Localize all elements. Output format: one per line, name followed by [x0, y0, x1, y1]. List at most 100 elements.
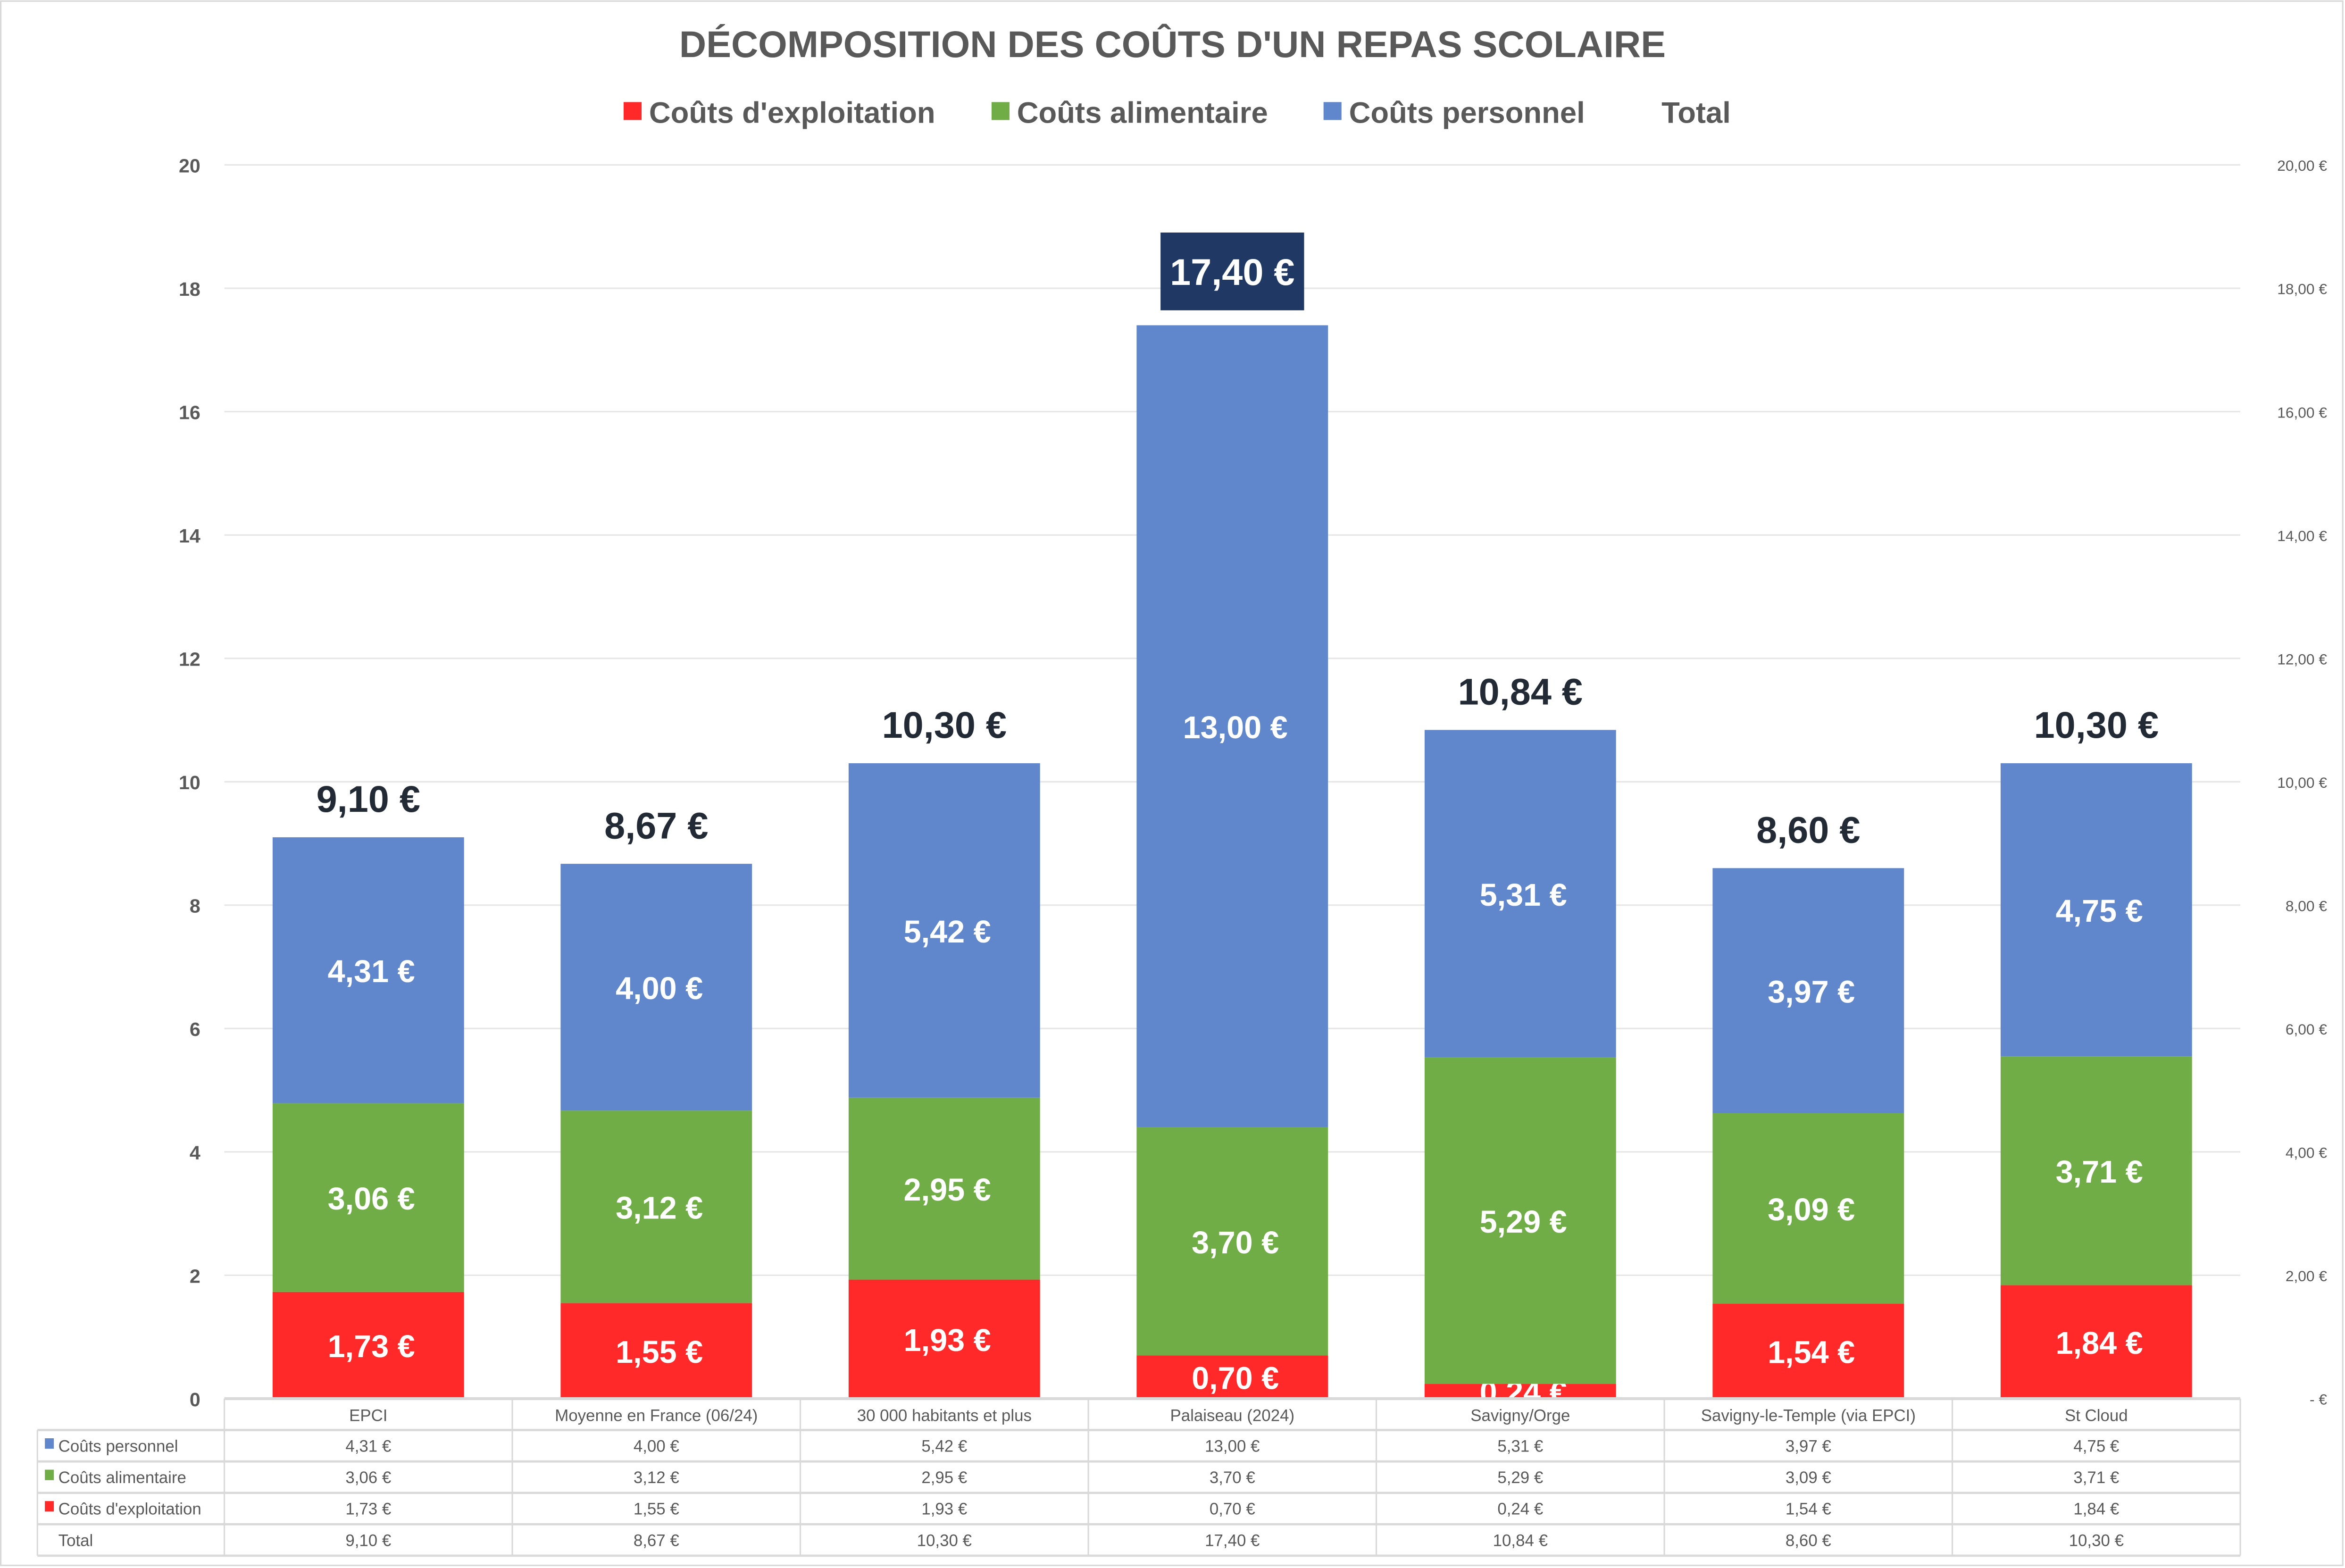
y2-tick-label: 20,00 €	[2277, 157, 2327, 174]
segment-data-label: 1,54 €	[1768, 1335, 1855, 1370]
y-tick-label: 12	[179, 649, 200, 670]
legend-label: Coûts d'exploitation	[649, 97, 935, 130]
total-data-label: 10,30 €	[2034, 704, 2159, 746]
total-data-label: 10,84 €	[1458, 670, 1583, 712]
table-row-header: Total	[58, 1531, 93, 1550]
table-cell: 10,84 €	[1493, 1531, 1548, 1550]
table-cell: 4,00 €	[634, 1437, 679, 1456]
total-label-box	[1160, 232, 1304, 310]
bar-segment	[2000, 1285, 2192, 1399]
legend: Coûts d'exploitation Coûts alimentaire Coû…	[624, 97, 1731, 130]
table-cell: 3,71 €	[2073, 1468, 2119, 1487]
chart-title: DÉCOMPOSITION DES COÛTS D'UN REPAS SCOLA…	[679, 23, 1666, 65]
y-tick-label: 0	[190, 1389, 200, 1410]
y2-tick-label: 6,00 €	[2286, 1021, 2327, 1038]
data-table: EPCI Moyenne en France (06/24) 30 000 habi…	[36, 1397, 2241, 1557]
segment-data-label: 5,29 €	[1480, 1205, 1567, 1240]
segment-data-label: 3,12 €	[616, 1191, 703, 1226]
total-data-label: 8,60 €	[1756, 809, 1860, 851]
table-cell: 1,55 €	[634, 1500, 679, 1518]
y-tick-label: 6	[190, 1018, 200, 1040]
bar-segment	[1136, 1127, 1328, 1356]
table-cell: 1,54 €	[1786, 1500, 1831, 1518]
bar-segment	[560, 1303, 752, 1399]
segment-data-label: 3,71 €	[2056, 1155, 2143, 1190]
table-cell: 17,40 €	[1205, 1531, 1260, 1550]
segment-data-label: 4,31 €	[328, 954, 415, 989]
bar-segment	[1424, 1057, 1616, 1384]
bar-segment	[272, 1292, 464, 1399]
y2-tick-label: 12,00 €	[2277, 651, 2327, 667]
table-cell: 3,06 €	[345, 1468, 391, 1487]
total-data-label: 8,67 €	[604, 804, 708, 846]
table-cell: 3,12 €	[634, 1468, 679, 1487]
table-cell: 10,30 €	[2069, 1531, 2124, 1550]
segment-data-label: 13,00 €	[1183, 710, 1288, 745]
table-cell: 0,24 €	[1497, 1500, 1543, 1518]
x-category-label: 30 000 habitants et plus	[857, 1407, 1032, 1425]
bar-segment	[848, 763, 1040, 1098]
table-cell: 8,60 €	[1786, 1531, 1831, 1550]
bar-segment	[2000, 763, 2192, 1057]
table-legend-key	[45, 1438, 54, 1449]
table-row-header: Coûts alimentaire	[58, 1468, 186, 1487]
legend-swatch	[624, 102, 642, 120]
table-legend-key	[45, 1501, 54, 1512]
table-cell: 1,73 €	[345, 1500, 391, 1518]
bar-segment	[1712, 1303, 1904, 1399]
total-data-label: 9,10 €	[317, 778, 420, 820]
bar-segment	[272, 837, 464, 1103]
y2-tick-label: 18,00 €	[2277, 281, 2327, 298]
y2-tick-label: 10,00 €	[2277, 774, 2327, 791]
bar-segment	[2000, 1056, 2192, 1285]
table-legend-key	[45, 1469, 54, 1480]
bar-segment	[1136, 1355, 1328, 1399]
segment-data-label: 4,00 €	[616, 971, 703, 1006]
legend-label: Coûts alimentaire	[1017, 97, 1268, 130]
bar-segment	[1136, 325, 1328, 1127]
segment-data-label: 2,95 €	[904, 1173, 991, 1208]
table-cell: 3,97 €	[1786, 1437, 1831, 1456]
y-tick-label: 18	[179, 278, 200, 300]
y2-tick-label: 16,00 €	[2277, 404, 2327, 421]
axes: 0 - € 2 2,00 € 4 4,00 € 6 6,00 € 8 8,00 € 10 10,00 …	[179, 155, 2327, 1410]
bar-segment	[1424, 1384, 1616, 1399]
y-tick-label: 2	[190, 1265, 200, 1287]
total-data-label: 10,30 €	[882, 704, 1007, 746]
table-cell: 0,70 €	[1210, 1500, 1255, 1518]
y2-tick-label: 14,00 €	[2277, 527, 2327, 544]
segment-data-label: 3,97 €	[1768, 975, 1855, 1009]
segment-data-label: 3,09 €	[1768, 1193, 1855, 1227]
table-cell: 13,00 €	[1205, 1437, 1260, 1456]
table-cell: 3,70 €	[1210, 1468, 1255, 1487]
segment-data-label: 1,55 €	[616, 1335, 703, 1370]
table-cell: 4,75 €	[2073, 1437, 2119, 1456]
table-cell: 5,31 €	[1497, 1437, 1543, 1456]
legend-swatch	[991, 102, 1010, 120]
bar-segment	[1712, 1113, 1904, 1304]
x-category-label: Palaiseau (2024)	[1170, 1407, 1295, 1425]
table-cell: 8,67 €	[634, 1531, 679, 1550]
bar-segment	[848, 1097, 1040, 1280]
y2-tick-label: - €	[2310, 1391, 2327, 1408]
x-category-label: Savigny-le-Temple (via EPCI)	[1701, 1407, 1916, 1425]
legend-label: Coûts personnel	[1349, 97, 1585, 130]
bars: 1,73 € 3,06 € 4,31 € 9,10 € 1,55 € 3,12 € 4,00…	[272, 232, 2192, 1410]
y-tick-label: 10	[179, 772, 200, 793]
table-cell: 9,10 €	[345, 1531, 391, 1550]
y-tick-label: 16	[179, 401, 200, 423]
bar-segment	[1712, 868, 1904, 1113]
y-tick-label: 20	[179, 155, 200, 176]
legend-label: Total	[1661, 97, 1731, 130]
table-row-header: Coûts d'exploitation	[58, 1500, 201, 1518]
x-category-label: St Cloud	[2065, 1407, 2128, 1425]
segment-data-label: 1,93 €	[904, 1323, 991, 1358]
segment-data-label: 5,42 €	[904, 915, 991, 950]
bar-segment	[848, 1279, 1040, 1399]
y2-tick-label: 2,00 €	[2286, 1268, 2327, 1284]
y2-tick-label: 4,00 €	[2286, 1144, 2327, 1161]
y-tick-label: 4	[190, 1142, 200, 1164]
segment-data-label: 3,70 €	[1192, 1226, 1279, 1260]
bar-segment	[560, 864, 752, 1111]
y-tick-label: 8	[190, 895, 200, 917]
